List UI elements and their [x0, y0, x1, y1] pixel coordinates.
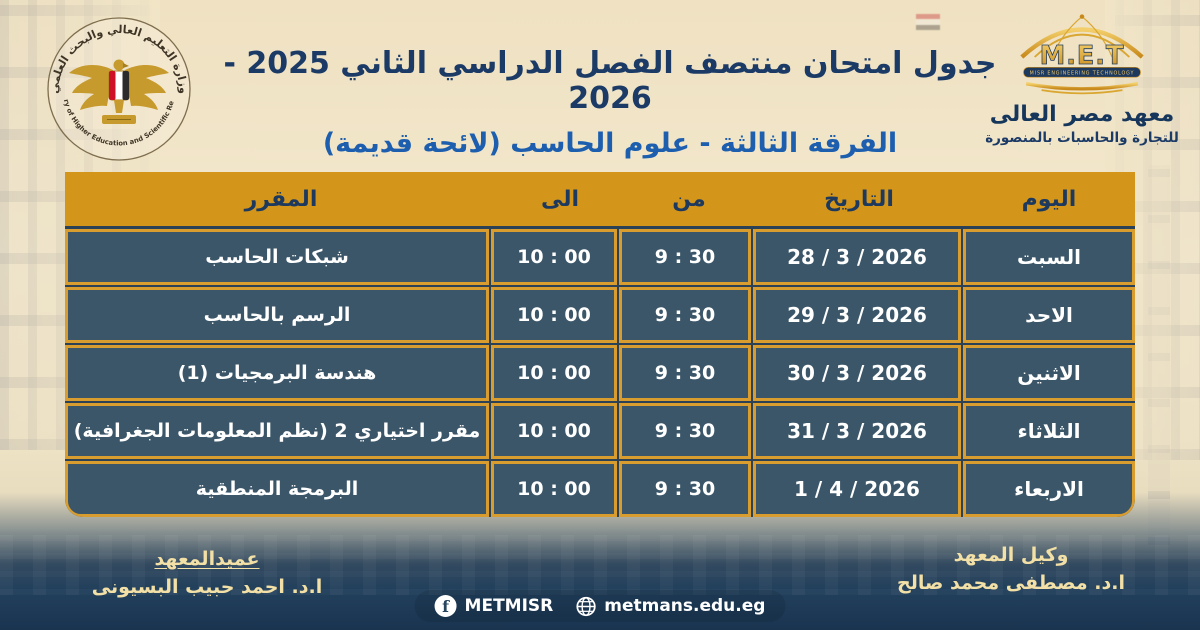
table-cell-to: 10 : 00: [491, 229, 617, 285]
table-cell-to: 10 : 00: [491, 461, 617, 517]
table-cell-course: البرمجة المنطقية: [65, 461, 489, 517]
met-dome-logo: M.E.T MISR ENGINEERING TECHNOLOGY: [1020, 14, 1144, 95]
table-cell-course: الرسم بالحاسب: [65, 287, 489, 343]
ministry-seal-logo: وزارة التعليم العالي والبحث العلمي Minis…: [44, 14, 191, 161]
egypt-flag-faint: [916, 14, 940, 30]
table-cell-day: الثلاثاء: [963, 403, 1135, 459]
page-title: جدول امتحان منتصف الفصل الدراسي الثاني 2…: [223, 46, 997, 116]
table-cell-from: 9 : 30: [619, 403, 751, 459]
column-header-to: الى: [540, 186, 580, 212]
vice-dean-name: ا.د. مصطفى محمد صالح: [897, 572, 1125, 594]
table-cell-day: الاربعاء: [963, 461, 1135, 517]
eagle-of-saladin-icon: [69, 59, 169, 124]
table-cell-date: 29 / 3 / 2026: [753, 287, 961, 343]
footer-contact-bar: f METMISR metmans.edu.eg: [414, 590, 786, 622]
column-header-from: من: [672, 186, 706, 212]
table-cell-from: 9 : 30: [619, 345, 751, 401]
table-cell-course: شبكات الحاسب: [65, 229, 489, 285]
institute-block: M.E.T MISR ENGINEERING TECHNOLOGY معهد م…: [972, 14, 1192, 146]
table-cell-date: 28 / 3 / 2026: [753, 229, 961, 285]
table-cell-to: 10 : 00: [491, 403, 617, 459]
website-link[interactable]: metmans.edu.eg: [575, 596, 765, 617]
institute-name: معهد مصر العالى: [989, 102, 1175, 127]
table-cell-date: 30 / 3 / 2026: [753, 345, 961, 401]
table-header-row: اليوم التاريخ من الى المقرر: [65, 172, 1135, 229]
institute-subname: للتجارة والحاسبات بالمنصورة: [985, 130, 1179, 146]
table-cell-course: مقرر اختياري 2 (نظم المعلومات الجغرافية): [65, 403, 489, 459]
dean-title: عميدالمعهد: [154, 548, 260, 570]
facebook-handle: METMISR: [464, 596, 554, 616]
met-logo-banner-text: MISR ENGINEERING TECHNOLOGY: [1030, 71, 1135, 77]
globe-icon: [576, 596, 596, 616]
table-cell-from: 9 : 30: [619, 287, 751, 343]
dean-signature-block: عميدالمعهد ا.د. احمد حبيب البسيونى: [52, 548, 362, 598]
column-header-day: اليوم: [1021, 186, 1077, 212]
table-cell-date: 31 / 3 / 2026: [753, 403, 961, 459]
table-cell-day: السبت: [963, 229, 1135, 285]
table-cell-date: 1 / 4 / 2026: [753, 461, 961, 517]
table-cell-day: الاحد: [963, 287, 1135, 343]
table-cell-day: الاثنين: [963, 345, 1135, 401]
column-header-course: المقرر: [244, 186, 318, 212]
page-title-block: جدول امتحان منتصف الفصل الدراسي الثاني 2…: [220, 46, 1000, 159]
facebook-link[interactable]: f METMISR: [434, 595, 554, 617]
exam-schedule-table: اليوم التاريخ من الى المقرر السبت 28 / 3…: [65, 172, 1135, 517]
table-cell-from: 9 : 30: [619, 461, 751, 517]
column-header-date: التاريخ: [824, 186, 894, 212]
background-tower: [1148, 165, 1170, 545]
dean-name: ا.د. احمد حبيب البسيونى: [91, 576, 323, 598]
vice-dean-signature-block: وكيل المعهد ا.د. مصطفى محمد صالح: [856, 544, 1166, 594]
table-cell-course: هندسة البرمجيات (1): [65, 345, 489, 401]
table-cell-from: 9 : 30: [619, 229, 751, 285]
website-url: metmans.edu.eg: [604, 596, 766, 616]
table-cell-to: 10 : 00: [491, 345, 617, 401]
table-body: السبت 28 / 3 / 2026 9 : 30 10 : 00 شبكات…: [65, 229, 1135, 517]
table-cell-to: 10 : 00: [491, 287, 617, 343]
facebook-icon: f: [434, 595, 457, 617]
met-logo-text: M.E.T: [1040, 41, 1125, 71]
vice-dean-title: وكيل المعهد: [953, 544, 1069, 566]
page-subtitle: الفرقة الثالثة - علوم الحاسب (لائحة قديم…: [322, 128, 898, 159]
